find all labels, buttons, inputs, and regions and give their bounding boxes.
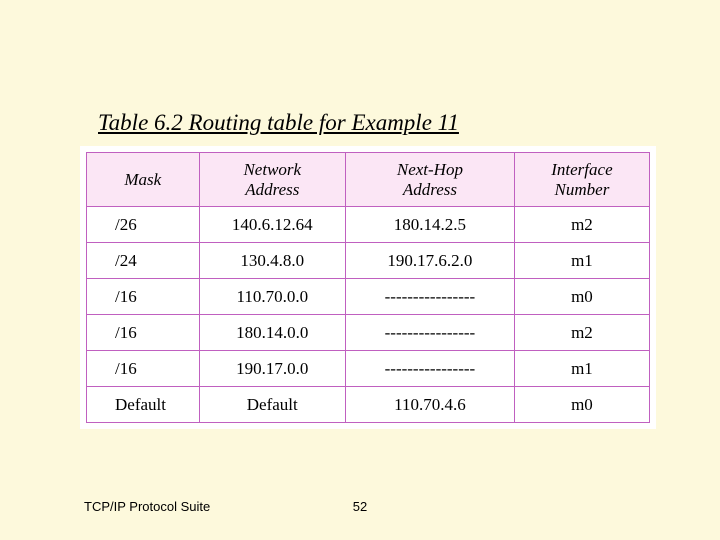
cell: /24 (87, 243, 200, 279)
cell: m2 (514, 207, 649, 243)
table-caption: Table 6.2 Routing table for Example 11 (98, 110, 459, 136)
cell: m0 (514, 387, 649, 423)
footer-text: TCP/IP Protocol Suite (84, 499, 210, 514)
table-row: Default Default 110.70.4.6 m0 (87, 387, 650, 423)
cell: /16 (87, 351, 200, 387)
cell: m2 (514, 315, 649, 351)
cell: 180.14.0.0 (199, 315, 345, 351)
table-header-row: Mask NetworkAddress Next-HopAddress Inte… (87, 153, 650, 207)
cell: Default (87, 387, 200, 423)
cell: /26 (87, 207, 200, 243)
cell: m1 (514, 351, 649, 387)
cell: 110.70.4.6 (345, 387, 514, 423)
table-row: /16 190.17.0.0 ---------------- m1 (87, 351, 650, 387)
cell: 190.17.0.0 (199, 351, 345, 387)
page-number: 52 (353, 499, 367, 514)
slide: Table 6.2 Routing table for Example 11 M… (0, 0, 720, 540)
col-header-next-hop-address: Next-HopAddress (345, 153, 514, 207)
table-row: /24 130.4.8.0 190.17.6.2.0 m1 (87, 243, 650, 279)
cell: ---------------- (345, 279, 514, 315)
cell: 110.70.0.0 (199, 279, 345, 315)
cell: m1 (514, 243, 649, 279)
cell: Default (199, 387, 345, 423)
cell: 190.17.6.2.0 (345, 243, 514, 279)
routing-table-container: Mask NetworkAddress Next-HopAddress Inte… (80, 146, 656, 429)
col-header-mask: Mask (87, 153, 200, 207)
cell: ---------------- (345, 315, 514, 351)
cell: /16 (87, 315, 200, 351)
cell: /16 (87, 279, 200, 315)
col-header-interface-number: InterfaceNumber (514, 153, 649, 207)
table-row: /26 140.6.12.64 180.14.2.5 m2 (87, 207, 650, 243)
cell: m0 (514, 279, 649, 315)
col-header-network-address: NetworkAddress (199, 153, 345, 207)
cell: ---------------- (345, 351, 514, 387)
table-row: /16 180.14.0.0 ---------------- m2 (87, 315, 650, 351)
table-row: /16 110.70.0.0 ---------------- m0 (87, 279, 650, 315)
cell: 130.4.8.0 (199, 243, 345, 279)
routing-table: Mask NetworkAddress Next-HopAddress Inte… (86, 152, 650, 423)
cell: 180.14.2.5 (345, 207, 514, 243)
cell: 140.6.12.64 (199, 207, 345, 243)
